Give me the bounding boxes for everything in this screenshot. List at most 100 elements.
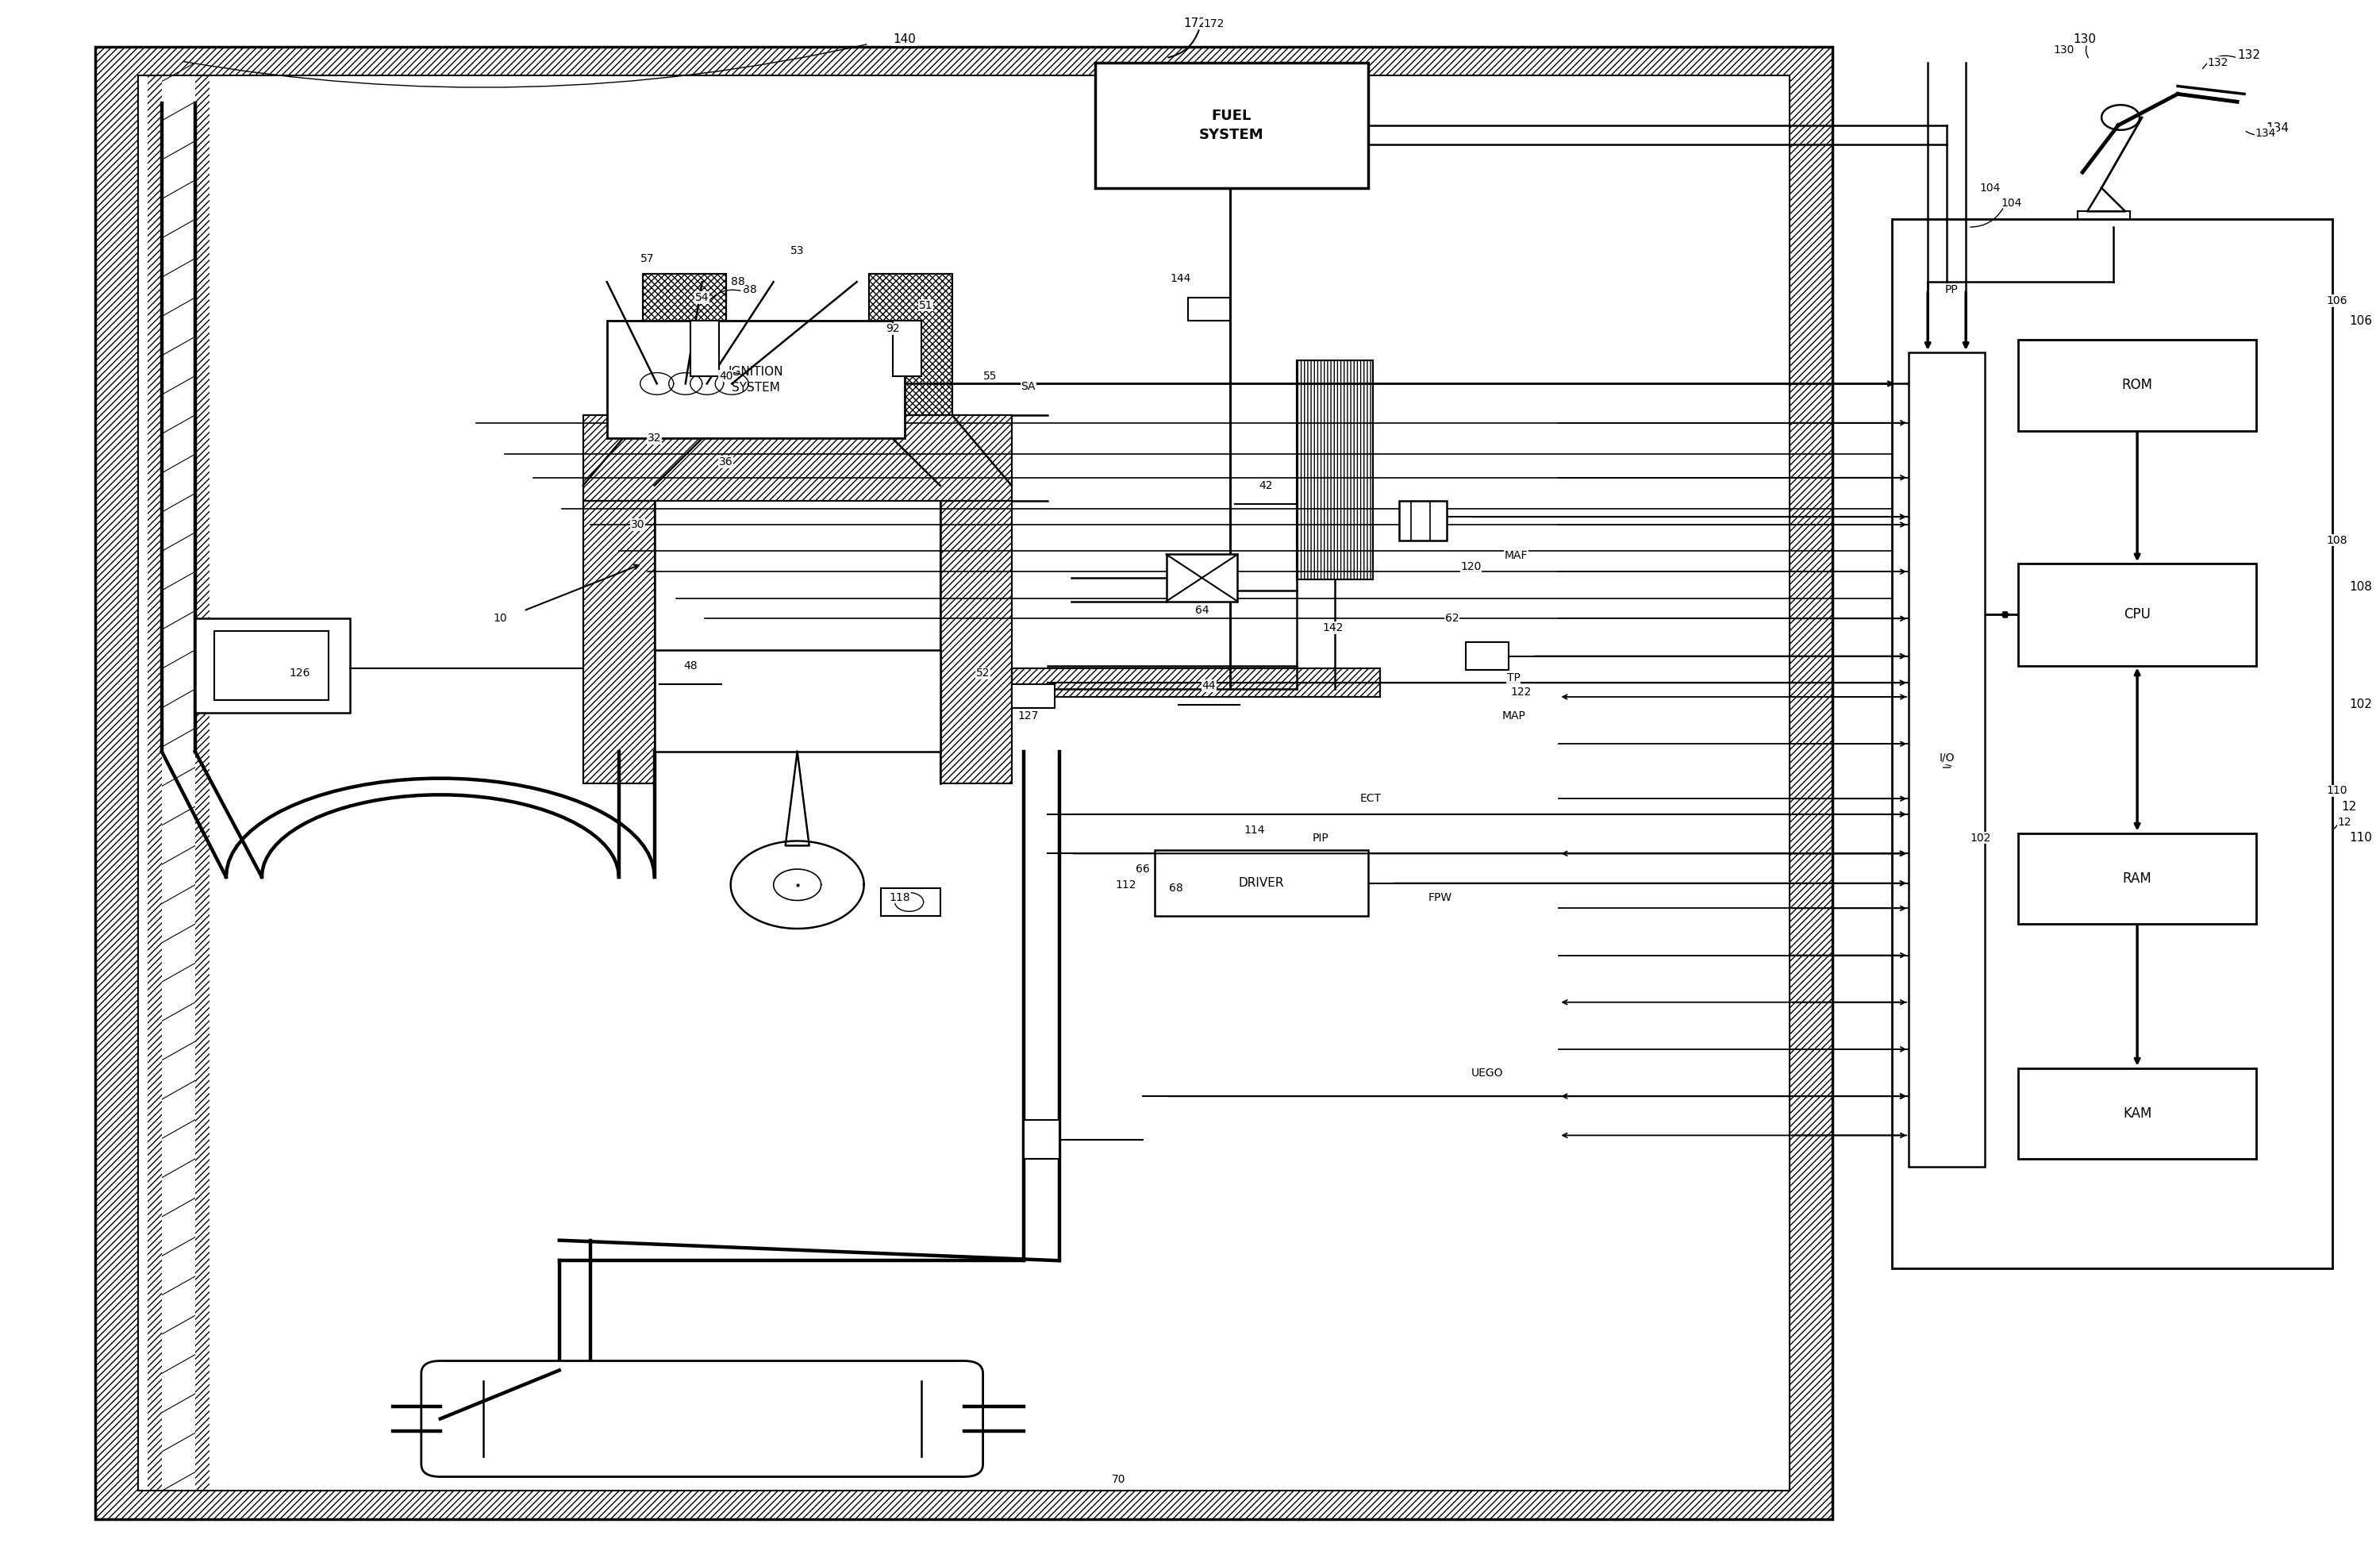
Text: 88: 88 xyxy=(731,276,745,288)
Text: 102: 102 xyxy=(1971,832,1990,844)
Bar xyxy=(148,75,162,1491)
Text: CPU: CPU xyxy=(2123,608,2152,622)
Bar xyxy=(940,501,1011,783)
Text: MAP: MAP xyxy=(1502,709,1526,722)
Text: DRIVER: DRIVER xyxy=(1238,877,1285,889)
Text: 132: 132 xyxy=(2237,49,2261,61)
Text: ROM: ROM xyxy=(2121,377,2154,393)
Text: 104: 104 xyxy=(2002,197,2021,210)
Bar xyxy=(1399,501,1447,540)
Text: 134: 134 xyxy=(2256,127,2275,139)
Bar xyxy=(95,47,1833,75)
Text: 126: 126 xyxy=(290,667,309,680)
Bar xyxy=(607,321,904,438)
Text: 118: 118 xyxy=(890,891,909,904)
Text: FUEL
SYSTEM: FUEL SYSTEM xyxy=(1200,108,1264,143)
Text: 108: 108 xyxy=(2328,534,2347,547)
FancyBboxPatch shape xyxy=(421,1361,983,1477)
Text: 53: 53 xyxy=(790,244,804,257)
Text: 12: 12 xyxy=(2337,816,2351,828)
Bar xyxy=(2078,211,2130,227)
Bar xyxy=(1154,850,1368,916)
Bar xyxy=(195,619,350,713)
Bar xyxy=(583,415,1011,501)
Text: 55: 55 xyxy=(983,370,997,382)
Text: 106: 106 xyxy=(2349,315,2373,327)
Bar xyxy=(2018,564,2256,666)
Text: 130: 130 xyxy=(2073,33,2097,45)
Bar xyxy=(1166,554,1238,601)
Bar xyxy=(643,274,726,415)
Text: 104: 104 xyxy=(1980,182,1999,194)
Text: 106: 106 xyxy=(2328,294,2347,307)
Text: 134: 134 xyxy=(2266,122,2290,135)
Bar xyxy=(1012,684,1054,708)
Text: 122: 122 xyxy=(1511,686,1530,698)
Text: PIP: PIP xyxy=(1314,832,1328,844)
Bar xyxy=(1297,360,1373,579)
Text: 114: 114 xyxy=(1245,824,1264,836)
Bar xyxy=(1012,669,1380,697)
Text: 88: 88 xyxy=(743,283,757,296)
Text: 52: 52 xyxy=(976,667,990,680)
Bar xyxy=(1023,1120,1059,1159)
Bar xyxy=(2018,1068,2256,1159)
Text: 36: 36 xyxy=(719,456,733,468)
Text: 62: 62 xyxy=(1445,612,1459,625)
Bar xyxy=(2018,340,2256,431)
Text: 142: 142 xyxy=(1323,622,1342,634)
Bar xyxy=(95,47,1833,1519)
Bar xyxy=(1188,298,1230,321)
Text: 130: 130 xyxy=(2054,44,2073,56)
Bar xyxy=(654,650,940,752)
Bar xyxy=(892,321,921,376)
Bar xyxy=(1297,360,1373,579)
Bar xyxy=(195,75,209,1491)
Bar xyxy=(643,274,726,415)
Text: 110: 110 xyxy=(2328,785,2347,797)
Bar xyxy=(583,415,1011,501)
Text: 70: 70 xyxy=(1111,1474,1126,1486)
Text: 112: 112 xyxy=(1116,879,1135,891)
Text: 144: 144 xyxy=(1171,272,1190,285)
Bar xyxy=(1012,669,1380,697)
Bar xyxy=(583,501,655,783)
Text: 108: 108 xyxy=(2349,581,2373,594)
Text: 140: 140 xyxy=(895,33,914,45)
Text: 44: 44 xyxy=(1202,680,1216,692)
Bar xyxy=(869,274,952,415)
Bar xyxy=(95,1491,1833,1519)
Bar xyxy=(583,501,655,783)
Text: 140: 140 xyxy=(892,33,916,45)
Bar xyxy=(138,75,1790,1491)
Text: SA: SA xyxy=(1021,381,1035,393)
Text: 110: 110 xyxy=(2349,832,2373,844)
Bar xyxy=(1790,47,1833,1519)
Bar xyxy=(869,274,952,415)
Text: TP: TP xyxy=(1507,672,1521,684)
Text: ECT: ECT xyxy=(1359,792,1383,805)
Text: 132: 132 xyxy=(2209,56,2228,69)
Text: 57: 57 xyxy=(640,252,654,265)
Text: 30: 30 xyxy=(631,518,645,531)
Bar xyxy=(881,888,940,916)
Bar xyxy=(1466,642,1509,670)
Text: 10: 10 xyxy=(493,612,507,625)
Text: 48: 48 xyxy=(683,659,697,672)
Text: 40: 40 xyxy=(719,370,733,382)
Text: 32: 32 xyxy=(647,432,662,445)
Bar xyxy=(690,321,719,376)
Text: UEGO: UEGO xyxy=(1471,1066,1504,1079)
Text: FPW: FPW xyxy=(1428,891,1452,904)
Bar xyxy=(95,47,138,1519)
Text: 64: 64 xyxy=(1195,604,1209,617)
Text: 12: 12 xyxy=(2342,800,2356,813)
Bar xyxy=(214,631,328,700)
Text: I/O: I/O xyxy=(1940,752,1954,764)
Text: 127: 127 xyxy=(1019,709,1038,722)
Bar xyxy=(2018,833,2256,924)
Text: 54: 54 xyxy=(695,291,709,304)
Text: PP: PP xyxy=(1944,283,1959,296)
Text: RAM: RAM xyxy=(2123,871,2152,886)
Text: 92: 92 xyxy=(885,323,900,335)
